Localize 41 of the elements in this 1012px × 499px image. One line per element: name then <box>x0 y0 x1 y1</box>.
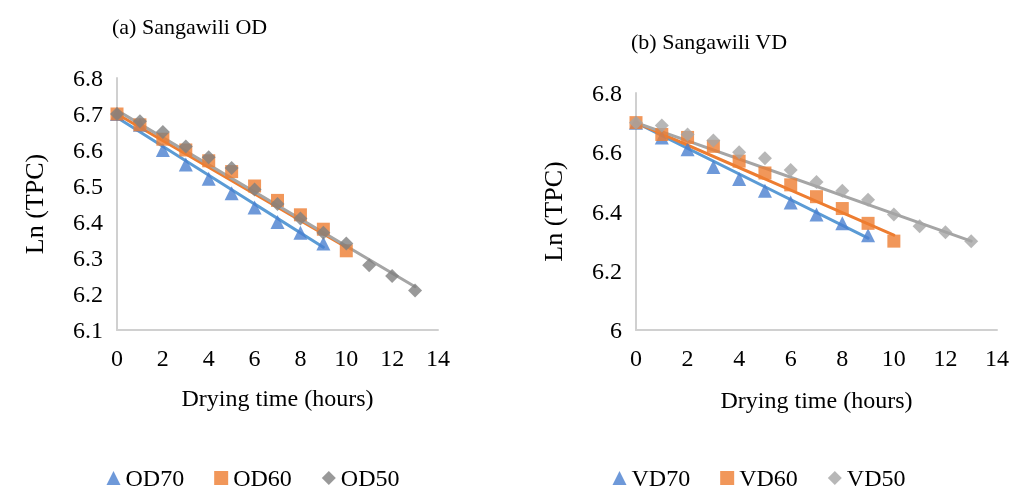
x-tick-label: 6 <box>248 345 261 371</box>
legend-label: OD60 <box>233 465 292 491</box>
x-tick-label: 6 <box>784 345 797 371</box>
y-tick-label: 6 <box>610 317 622 343</box>
x-tick-label: 0 <box>630 345 642 371</box>
x-tick-label: 14 <box>985 345 1009 371</box>
legend-label: VD60 <box>739 465 798 491</box>
y-tick-label: 6.8 <box>592 80 622 106</box>
x-tick-label: 12 <box>933 345 958 371</box>
x-tick-label: 12 <box>380 345 405 371</box>
y-tick-label: 6.2 <box>592 257 622 284</box>
x-tick-label: 10 <box>881 345 906 371</box>
legend-label: VD50 <box>846 465 906 491</box>
legend-label: VD70 <box>631 465 691 491</box>
x-tick-label: 2 <box>681 345 694 371</box>
x-axis-title: Drying time (hours) <box>720 387 913 413</box>
x-tick-label: 10 <box>334 345 359 371</box>
legend-label: OD70 <box>125 465 185 491</box>
x-tick-label: 4 <box>733 345 746 371</box>
x-tick-label: 4 <box>202 345 215 371</box>
y-tick-label: 6.6 <box>73 137 103 163</box>
y-tick-label: 6.1 <box>73 317 103 343</box>
y-tick-label: 6.8 <box>73 65 103 91</box>
y-tick-label: 6.6 <box>592 139 622 166</box>
y-tick-label: 6.3 <box>73 245 103 271</box>
x-tick-label: 14 <box>426 345 450 371</box>
y-tick-label: 6.5 <box>73 173 103 199</box>
x-tick-label: 2 <box>156 345 169 371</box>
y-axis-title: Ln (TPC) <box>19 153 49 255</box>
x-tick-label: 0 <box>111 345 123 371</box>
chart-title: (a) Sangawili OD <box>112 13 268 39</box>
x-tick-label: 8 <box>836 345 849 371</box>
y-tick-label: 6.4 <box>73 209 103 235</box>
legend-label: OD50 <box>340 465 400 491</box>
y-axis-title: Ln (TPC) <box>538 161 568 262</box>
chart-title: (b) Sangawili VD <box>631 28 788 54</box>
x-axis-title: Drying time (hours) <box>181 385 374 411</box>
y-tick-label: 6.7 <box>73 101 103 127</box>
y-tick-label: 6.4 <box>592 198 622 225</box>
y-tick-label: 6.2 <box>73 281 103 307</box>
x-tick-label: 8 <box>294 345 307 371</box>
